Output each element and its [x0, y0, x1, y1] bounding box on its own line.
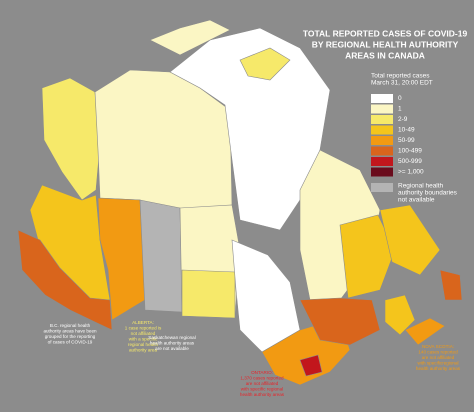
annotation-line: grouped for the reporting: [45, 334, 96, 339]
legend-label: 100-499: [398, 148, 422, 155]
annotation-line: 1,370 cases reported: [240, 376, 284, 381]
annotation-line: health authority areas: [150, 341, 195, 346]
annotation-line: ONTARIO:: [251, 370, 273, 375]
legend-swatch: [371, 104, 393, 114]
newfoundland: [439, 269, 463, 301]
legend-swatch: [371, 157, 393, 166]
annotation-line: not affiliated: [131, 331, 156, 336]
annotation-line: health authority areas: [240, 392, 285, 397]
arctic-islands: [149, 19, 231, 56]
annotation-line: ALBERTA:: [132, 320, 154, 325]
annotation-line: 1 case reported is: [125, 326, 162, 331]
annotation-line: B.C. regional health: [50, 323, 91, 328]
legend-swatch: [371, 146, 393, 156]
quebec-south: [299, 297, 381, 346]
legend-swatch: [371, 115, 393, 124]
labrador: [379, 204, 441, 276]
legend-swatch: [371, 125, 393, 135]
title-line: BY REGIONAL HEALTH AUTHORITY: [312, 39, 459, 49]
legend-label: 50-99: [398, 137, 415, 144]
title-line: TOTAL REPORTED CASES OF COVID-19: [303, 28, 468, 38]
legend-swatch: [371, 167, 393, 177]
nova-scotia: [404, 317, 446, 346]
legend-label: 10-49: [398, 127, 415, 134]
annotation-line: are not affiliated: [246, 381, 279, 386]
manitoba-south: [181, 269, 236, 319]
yukon: [41, 77, 101, 201]
legend-title: Total reported cases: [371, 73, 430, 80]
legend-label: authority boundaries: [398, 190, 458, 197]
legend-swatch: [371, 183, 393, 192]
legend-label: 2-9: [398, 116, 408, 123]
legend-swatch: [371, 136, 393, 145]
title-line: AREAS IN CANADA: [345, 50, 425, 60]
annotation-line: authority areas have been: [43, 329, 97, 334]
legend-label: 500-999: [398, 158, 422, 165]
annotation-line: are not available: [155, 346, 189, 351]
legend-label: Regional health: [398, 183, 444, 190]
legend-label: 1: [398, 106, 402, 113]
annotation-line: with a specific: [129, 337, 158, 342]
annotation-line: 140 cases reported: [418, 350, 458, 355]
legend-label: not available: [398, 197, 435, 204]
annotation-line: NOVA SCOTIA:: [422, 344, 454, 349]
legend-label: >= 1,000: [398, 169, 424, 176]
annotation-line: regional health: [128, 342, 159, 347]
toronto: [299, 354, 323, 377]
legend-title: March 31, 20:00 EDT: [371, 80, 433, 87]
new-brunswick: [384, 294, 416, 336]
regions: [17, 19, 463, 386]
legend-label: 0: [398, 95, 402, 102]
annotation-line: of cases of COVID-19: [48, 340, 93, 345]
saskatchewan: [139, 199, 183, 313]
annotation-line: with specific regional: [241, 387, 283, 392]
bc-south: [17, 229, 113, 331]
annotation-line: health authority areas: [416, 366, 461, 371]
legend-swatch: [371, 94, 393, 103]
quebec-centre: [339, 214, 396, 299]
annotation-line: Saskatchewan regional: [148, 335, 196, 340]
annotation-line: authority area: [129, 348, 158, 353]
baffin-north: [239, 47, 291, 81]
annotation-line: with specificregional: [417, 361, 458, 366]
annotation-line: are not affiliated: [422, 355, 455, 360]
